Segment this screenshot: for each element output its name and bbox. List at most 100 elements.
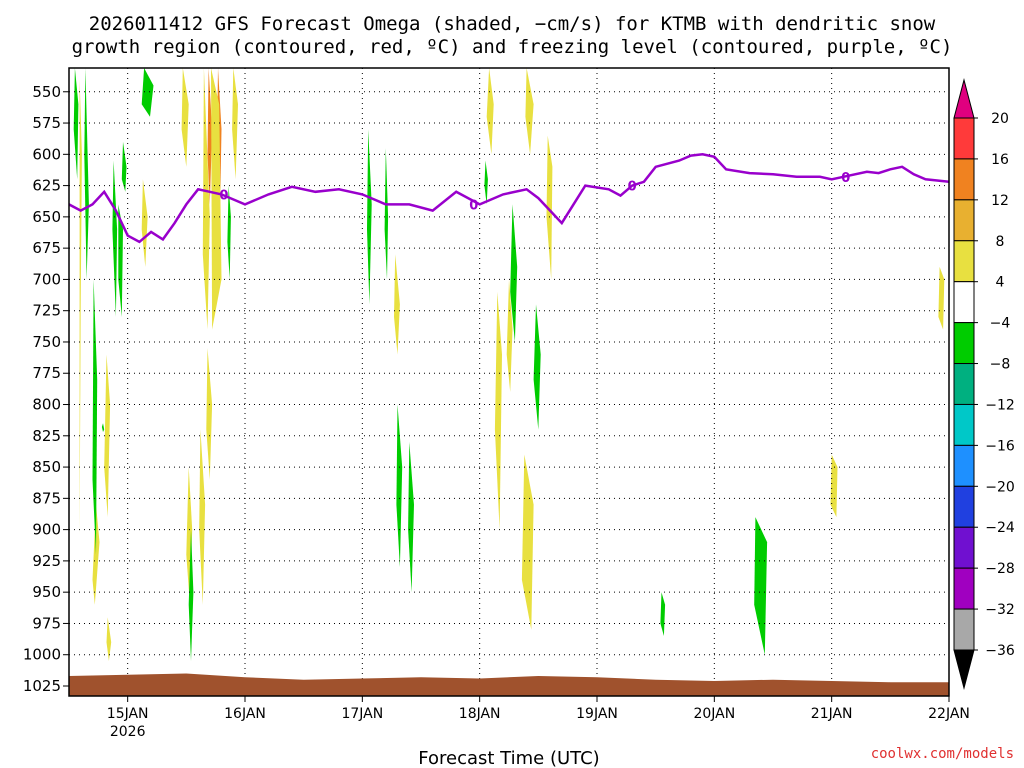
omega-region xyxy=(830,454,838,518)
chart-title-line-1: 2026011412 GFS Forecast Omega (shaded, −… xyxy=(89,13,936,35)
omega-region xyxy=(104,354,111,518)
colorbar-tick-label: 12 xyxy=(991,193,1009,209)
y-tick-label: 550 xyxy=(32,83,61,101)
omega-region xyxy=(181,68,189,167)
omega-region xyxy=(660,592,666,636)
y-tick-label: 825 xyxy=(32,427,61,445)
omega-region xyxy=(121,141,127,192)
y-tick-label: 800 xyxy=(32,396,61,414)
colorbar-swatch xyxy=(953,363,975,405)
omega-region xyxy=(232,68,238,180)
omega-region xyxy=(486,68,494,155)
omega-region xyxy=(101,423,105,432)
omega-region xyxy=(546,135,553,280)
omega-region xyxy=(106,617,112,661)
x-tick-label: 21JAN xyxy=(811,706,853,722)
colorbar-tick-label: −20 xyxy=(985,479,1015,495)
omega-region xyxy=(506,279,513,392)
colorbar-swatch xyxy=(953,567,975,610)
colorbar-tick-label: −32 xyxy=(985,602,1015,618)
omega-region xyxy=(533,304,541,430)
colorbar-swatch xyxy=(953,444,975,487)
colorbar-swatch xyxy=(953,526,975,569)
omega-region xyxy=(754,517,768,655)
colorbar-swatch xyxy=(953,240,975,283)
omega-region xyxy=(188,529,194,661)
omega-region xyxy=(384,148,389,280)
omega-region xyxy=(202,68,210,330)
y-tick-label: 700 xyxy=(32,270,61,288)
x-tick-label: 16JAN xyxy=(224,706,266,722)
omega-region xyxy=(92,504,100,605)
omega-region xyxy=(408,442,414,593)
colorbar-tick-label: 4 xyxy=(996,275,1005,291)
omega-region xyxy=(118,204,123,317)
omega-region xyxy=(73,68,79,180)
x-tick-label: 17JAN xyxy=(341,706,383,722)
y-tick-label: 900 xyxy=(32,521,61,539)
y-tick-label: 1025 xyxy=(23,677,61,695)
colorbar-tick-label: 8 xyxy=(996,234,1005,250)
x-tick-sublabel: 2026 xyxy=(110,724,146,740)
y-tick-label: 850 xyxy=(32,458,61,476)
x-tick-label: 19JAN xyxy=(576,706,618,722)
y-tick-label: 600 xyxy=(32,145,61,163)
freezing-level-label: 0 xyxy=(219,188,228,203)
colorbar-swatch xyxy=(953,117,975,160)
y-tick-label: 575 xyxy=(32,114,61,132)
y-tick-label: 975 xyxy=(32,614,61,632)
x-axis-label: Forecast Time (UTC) xyxy=(418,748,599,768)
omega-region xyxy=(510,204,518,342)
colorbar-tick-label: −4 xyxy=(990,316,1011,332)
omega-region xyxy=(207,68,213,205)
plot-area: 0 0 0 0 xyxy=(68,67,950,697)
y-axis: 550 575 600 625 650 675 700 725 750 775 800 825 850 8… xyxy=(23,83,69,695)
colorbar: 20 16 12 8 4 −4 −8 −12 −16 −20 −24 −28 −32 −36 xyxy=(953,78,1015,690)
colorbar-swatch xyxy=(953,199,975,242)
x-tick-label: 20JAN xyxy=(693,706,735,722)
x-axis: 15JAN 2026 16JAN 17JAN 18JAN 19JAN 20JAN 21JAN 2… xyxy=(107,696,970,740)
y-tick-label: 875 xyxy=(32,489,61,507)
credit-text[interactable]: coolwx.com/models xyxy=(871,746,1014,762)
omega-region xyxy=(92,279,98,555)
omega-region xyxy=(525,68,534,155)
omega-region xyxy=(84,68,89,280)
colorbar-bottom-arrow xyxy=(953,649,975,690)
omega-region xyxy=(206,348,213,480)
colorbar-tick-label: −28 xyxy=(985,561,1015,577)
colorbar-tick-label: −12 xyxy=(985,397,1015,413)
omega-region xyxy=(199,429,206,605)
colorbar-swatch xyxy=(953,485,975,528)
x-tick-label: 15JAN xyxy=(107,706,149,722)
colorbar-tick-label: −16 xyxy=(985,438,1015,454)
colorbar-top-arrow xyxy=(953,78,975,119)
freezing-level-line xyxy=(69,153,949,244)
y-tick-label: 625 xyxy=(32,177,61,195)
ground-terrain xyxy=(69,673,949,696)
colorbar-tick-label: −24 xyxy=(985,520,1015,536)
y-tick-label: 675 xyxy=(32,239,61,257)
y-tick-label: 950 xyxy=(32,583,61,601)
omega-region xyxy=(112,160,118,317)
omega-region xyxy=(484,160,488,205)
y-tick-label: 650 xyxy=(32,208,61,226)
colorbar-tick-label: −36 xyxy=(985,643,1015,659)
y-tick-label: 1000 xyxy=(23,646,61,664)
colorbar-tick-label: 20 xyxy=(991,111,1009,127)
omega-region xyxy=(394,254,400,355)
omega-region xyxy=(396,404,403,568)
colorbar-swatch xyxy=(953,322,975,365)
plot-frame xyxy=(68,67,950,697)
y-tick-label: 925 xyxy=(32,552,61,570)
colorbar-swatch xyxy=(953,608,975,651)
omega-region xyxy=(494,291,502,530)
x-tick-label: 18JAN xyxy=(459,706,501,722)
y-tick-label: 775 xyxy=(32,364,61,382)
freezing-level-label: 0 xyxy=(469,198,478,213)
omega-region xyxy=(141,68,154,117)
freezing-level-label: 0 xyxy=(841,171,850,186)
colorbar-tick-label: 16 xyxy=(991,152,1009,168)
colorbar-tick-label: −8 xyxy=(990,357,1011,373)
y-tick-label: 750 xyxy=(32,333,61,351)
